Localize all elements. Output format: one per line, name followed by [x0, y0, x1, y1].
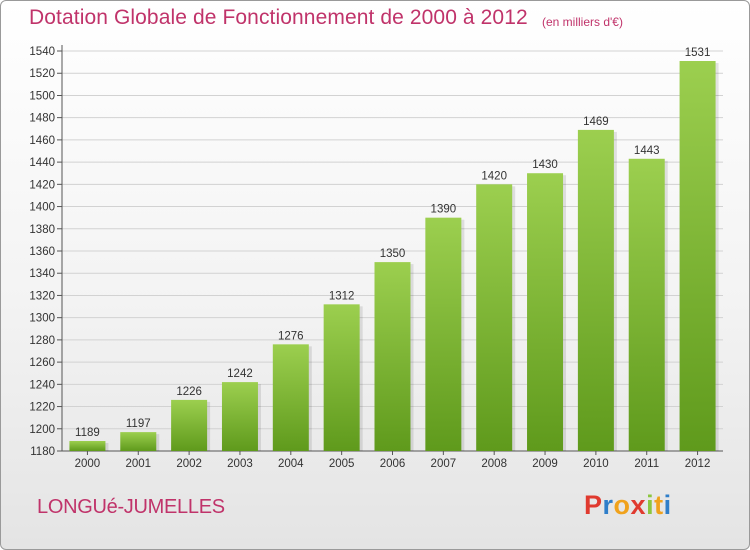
bar-group: 1443 [628, 145, 668, 451]
y-tick-label: 1200 [29, 424, 55, 436]
bar-value-label: 1276 [278, 330, 304, 342]
bar-group: 1531 [679, 47, 719, 451]
bar-value-label: 1226 [176, 386, 202, 398]
bar [69, 441, 106, 451]
y-tick-label: 1340 [29, 268, 55, 280]
y-tick-label: 1280 [29, 335, 55, 347]
logo-letter: x [630, 490, 647, 520]
x-tick-label: 2002 [176, 458, 202, 470]
bar [272, 344, 309, 451]
proxiti-logo: Proxiti [584, 490, 672, 521]
bar-group: 1197 [120, 418, 160, 451]
logo-letter: r [602, 490, 614, 520]
bar-value-label: 1420 [481, 170, 507, 182]
x-tick-label: 2000 [75, 458, 101, 470]
logo-letter: o [613, 490, 631, 520]
x-tick-label: 2008 [481, 458, 507, 470]
chart-unit: (en milliers d'€) [542, 15, 623, 29]
bar-value-label: 1350 [380, 248, 406, 260]
bar [374, 262, 411, 451]
bar-value-label: 1189 [75, 427, 100, 439]
x-tick-label: 2004 [278, 458, 304, 470]
y-tick-label: 1460 [29, 135, 55, 147]
bar-value-label: 1469 [583, 116, 609, 128]
logo-letter: P [584, 490, 603, 520]
y-axis-ticks: 1180 1200 1220 1240 1260 1280 1300 1320 1340 1360… [29, 46, 62, 458]
y-tick-label: 1420 [29, 179, 55, 191]
bar-group: 1469 [577, 116, 617, 451]
x-tick-label: 2001 [125, 458, 151, 470]
x-axis-ticks: 2000 2001 2002 2003 2004 2005 2006 2007 2008 2009… [75, 451, 711, 470]
y-tick-label: 1520 [29, 68, 55, 80]
y-tick-label: 1500 [29, 90, 55, 102]
bar [527, 173, 564, 451]
bar-value-label: 1242 [227, 368, 253, 380]
bar-group: 1420 [476, 170, 516, 452]
bar [221, 382, 258, 451]
bars: 1189 1197 1226 1242 1276 1312 1350 1390 1420 1430… [69, 47, 719, 452]
y-tick-label: 1320 [29, 290, 55, 302]
bar-group: 1276 [272, 330, 312, 451]
bar [679, 61, 716, 451]
y-tick-label: 1400 [29, 202, 55, 214]
logo-letter: t [654, 490, 664, 520]
logo-letter: i [663, 490, 672, 520]
y-tick-label: 1480 [29, 113, 55, 125]
y-tick-label: 1540 [29, 46, 55, 58]
y-tick-label: 1260 [29, 357, 55, 369]
x-tick-label: 2003 [227, 458, 253, 470]
x-tick-label: 2009 [532, 458, 558, 470]
y-tick-label: 1220 [29, 402, 55, 414]
bar-group: 1430 [527, 159, 567, 451]
chart-title: Dotation Globale de Fonctionnement de 20… [29, 6, 528, 29]
bar-group: 1189 [69, 427, 109, 451]
commune-name: LONGUé-JUMELLES [37, 496, 225, 518]
bar-value-label: 1197 [126, 418, 151, 430]
y-tick-label: 1360 [29, 246, 55, 258]
bar-group: 1226 [171, 386, 211, 451]
x-tick-label: 2012 [685, 458, 711, 470]
bar-group: 1312 [323, 290, 363, 451]
bar-value-label: 1312 [329, 290, 355, 302]
y-tick-label: 1300 [29, 313, 55, 325]
bar-group: 1390 [425, 204, 465, 451]
x-tick-label: 2010 [583, 458, 609, 470]
bar [628, 158, 665, 451]
bar [323, 304, 360, 451]
y-tick-label: 1240 [29, 379, 55, 391]
bar [577, 129, 614, 451]
logo-letter: i [646, 490, 655, 520]
x-tick-label: 2011 [634, 458, 659, 470]
bar [476, 184, 513, 452]
y-tick-label: 1440 [29, 157, 55, 169]
bar-value-label: 1430 [532, 159, 558, 171]
bar [425, 217, 462, 451]
bar-value-label: 1390 [431, 204, 457, 216]
bar [171, 399, 208, 451]
bar-group: 1350 [374, 248, 414, 451]
bar-value-label: 1531 [685, 47, 711, 59]
bar-group: 1242 [221, 368, 261, 451]
bar-value-label: 1443 [634, 145, 660, 157]
y-tick-label: 1180 [30, 446, 55, 458]
bar [120, 432, 157, 451]
x-tick-label: 2005 [329, 458, 355, 470]
x-tick-label: 2006 [380, 458, 406, 470]
y-tick-label: 1380 [29, 224, 55, 236]
x-tick-label: 2007 [431, 458, 457, 470]
